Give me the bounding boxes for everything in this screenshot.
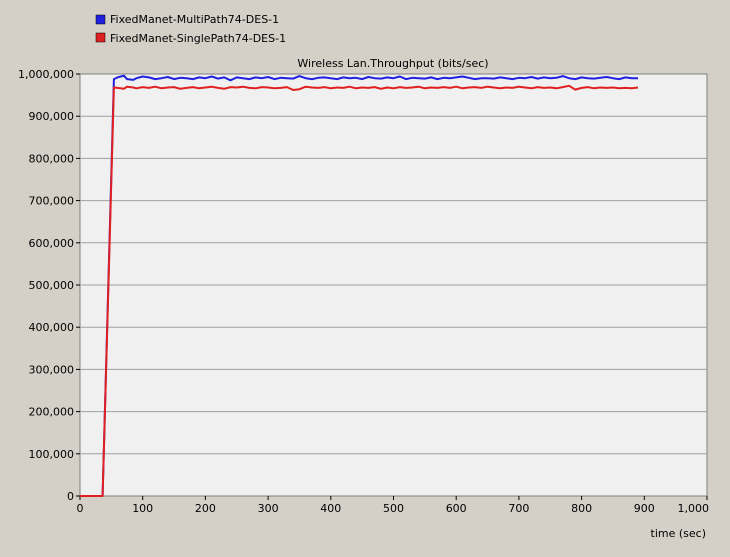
- y-tick-label: 900,000: [29, 110, 75, 123]
- gridlines: [80, 115, 707, 455]
- y-tick-label: 600,000: [29, 237, 75, 250]
- y-tick-label: 200,000: [29, 406, 75, 419]
- x-axis: 0 100 200 300 400 500 600 700 800 900 1,000: [77, 496, 710, 515]
- y-tick-label: 100,000: [29, 448, 75, 461]
- x-tick-label: 200: [195, 502, 216, 515]
- series-line-singlepath: [80, 84, 639, 497]
- legend-swatch-multipath: [95, 14, 106, 25]
- x-tick-label: 100: [132, 502, 153, 515]
- series-line-multipath: [80, 74, 638, 497]
- y-axis: 0 100,000 200,000 300,000 400,000 500,000 600,…: [18, 68, 80, 503]
- legend-label-singlepath: FixedManet-SinglePath74-DES-1: [110, 32, 286, 45]
- y-tick-label: 700,000: [29, 195, 75, 208]
- legend: FixedManet-MultiPath74-DES-1 FixedManet-…: [95, 13, 286, 45]
- x-tick-label: 700: [508, 502, 529, 515]
- y-tick-label: 800,000: [29, 152, 75, 165]
- x-tick-label: 800: [571, 502, 592, 515]
- x-tick-label: 400: [320, 502, 341, 515]
- y-tick-label: 0: [67, 490, 74, 503]
- chart-title: Wireless Lan.Throughput (bits/sec): [297, 57, 488, 70]
- y-tick-label: 300,000: [29, 363, 75, 376]
- x-tick-label: 600: [446, 502, 467, 515]
- y-tick-label: 400,000: [29, 321, 75, 334]
- x-tick-label: 500: [383, 502, 404, 515]
- y-tick-label: 1,000,000: [18, 68, 74, 81]
- x-tick-label: 300: [258, 502, 279, 515]
- legend-label-multipath: FixedManet-MultiPath74-DES-1: [110, 13, 279, 26]
- y-tick-label: 500,000: [29, 279, 75, 292]
- x-tick-label: 900: [634, 502, 655, 515]
- x-axis-label: time (sec): [651, 527, 706, 540]
- x-tick-label: 1,000: [678, 502, 710, 515]
- legend-swatch-singlepath: [95, 32, 106, 43]
- series-lines: [80, 74, 639, 497]
- x-tick-label: 0: [77, 502, 84, 515]
